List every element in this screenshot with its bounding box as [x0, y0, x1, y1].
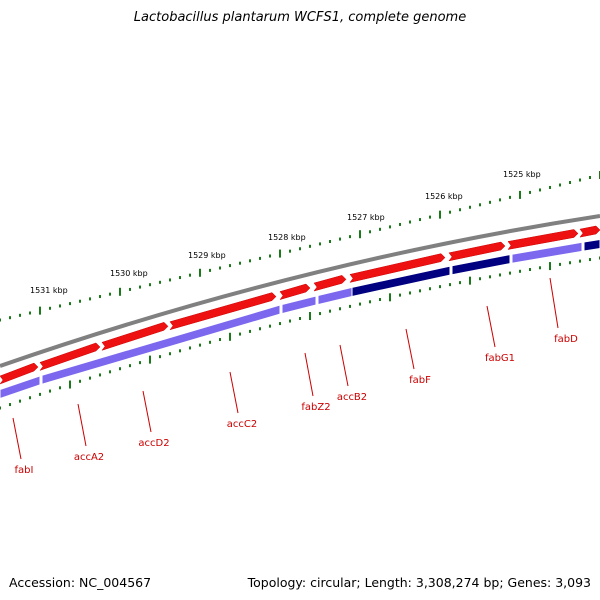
gene-labels: fabD fabG1 fabF accB2 fabZ2 accC2 accD2 accA2 fa… [12, 277, 578, 476]
map-title: Lactobacillus plantarum WCFS1, complete … [133, 10, 467, 25]
forward-feature[interactable] [279, 283, 311, 301]
genome-backbone [0, 214, 600, 368]
cds-feature[interactable] [0, 375, 41, 400]
ruler-label: 1527 kbp [347, 213, 385, 222]
forward-feature[interactable] [349, 253, 446, 283]
forward-feature[interactable] [169, 292, 277, 331]
accession-label: Accession: NC_004567 [9, 575, 152, 590]
cds-feature[interactable] [317, 286, 353, 306]
forward-feature[interactable] [448, 241, 506, 262]
forward-feature[interactable] [579, 225, 600, 238]
gene-label[interactable]: fabI [15, 465, 34, 476]
ruler-labels: 1525 kbp 1526 kbp 1527 kbp 1528 kbp 1529 kbp… [30, 170, 541, 295]
ruler-label: 1525 kbp [503, 170, 541, 179]
ruler-label: 1530 kbp [110, 269, 148, 278]
lower-ticks [0, 256, 600, 410]
gene-label[interactable]: fabD [554, 334, 578, 345]
gene-label[interactable]: fabG1 [485, 353, 515, 364]
forward-features[interactable] [0, 225, 600, 385]
cds-feature[interactable] [583, 238, 600, 252]
gene-label[interactable]: accC2 [227, 419, 257, 430]
cds-feature[interactable] [41, 304, 281, 385]
gene-leader-line [142, 390, 152, 433]
forward-feature[interactable] [507, 229, 579, 250]
backbone-line [0, 214, 600, 368]
cds-features[interactable] [0, 238, 600, 400]
gene-leader-line [12, 417, 22, 460]
cds-feature[interactable] [451, 254, 511, 276]
genome-summary: Topology: circular; Length: 3,308,274 bp… [247, 575, 591, 590]
gene-label[interactable]: fabF [409, 375, 431, 386]
cds-feature[interactable] [511, 241, 583, 264]
ruler-ticks [0, 171, 600, 322]
cds-feature[interactable] [281, 295, 317, 315]
forward-feature[interactable] [39, 342, 101, 371]
forward-feature[interactable] [101, 322, 169, 351]
gene-label[interactable]: accA2 [74, 452, 104, 463]
gene-leader-line [405, 328, 415, 370]
gene-leader-line [304, 352, 314, 397]
gene-label[interactable]: accB2 [337, 392, 367, 403]
ruler-label: 1526 kbp [425, 192, 463, 201]
gene-leader-line [486, 305, 496, 348]
ruler-label: 1531 kbp [30, 286, 68, 295]
gene-leader-line [549, 277, 559, 329]
cds-feature[interactable] [351, 265, 451, 298]
forward-feature[interactable] [0, 362, 39, 385]
gene-leader-line [339, 344, 349, 387]
forward-feature[interactable] [313, 275, 347, 292]
gene-label[interactable]: fabZ2 [301, 402, 330, 413]
ruler-label: 1529 kbp [188, 251, 226, 260]
gene-leader-line [77, 403, 87, 447]
gene-label[interactable]: accD2 [138, 438, 169, 449]
ruler-label: 1528 kbp [268, 233, 306, 242]
gene-leader-line [229, 371, 239, 414]
